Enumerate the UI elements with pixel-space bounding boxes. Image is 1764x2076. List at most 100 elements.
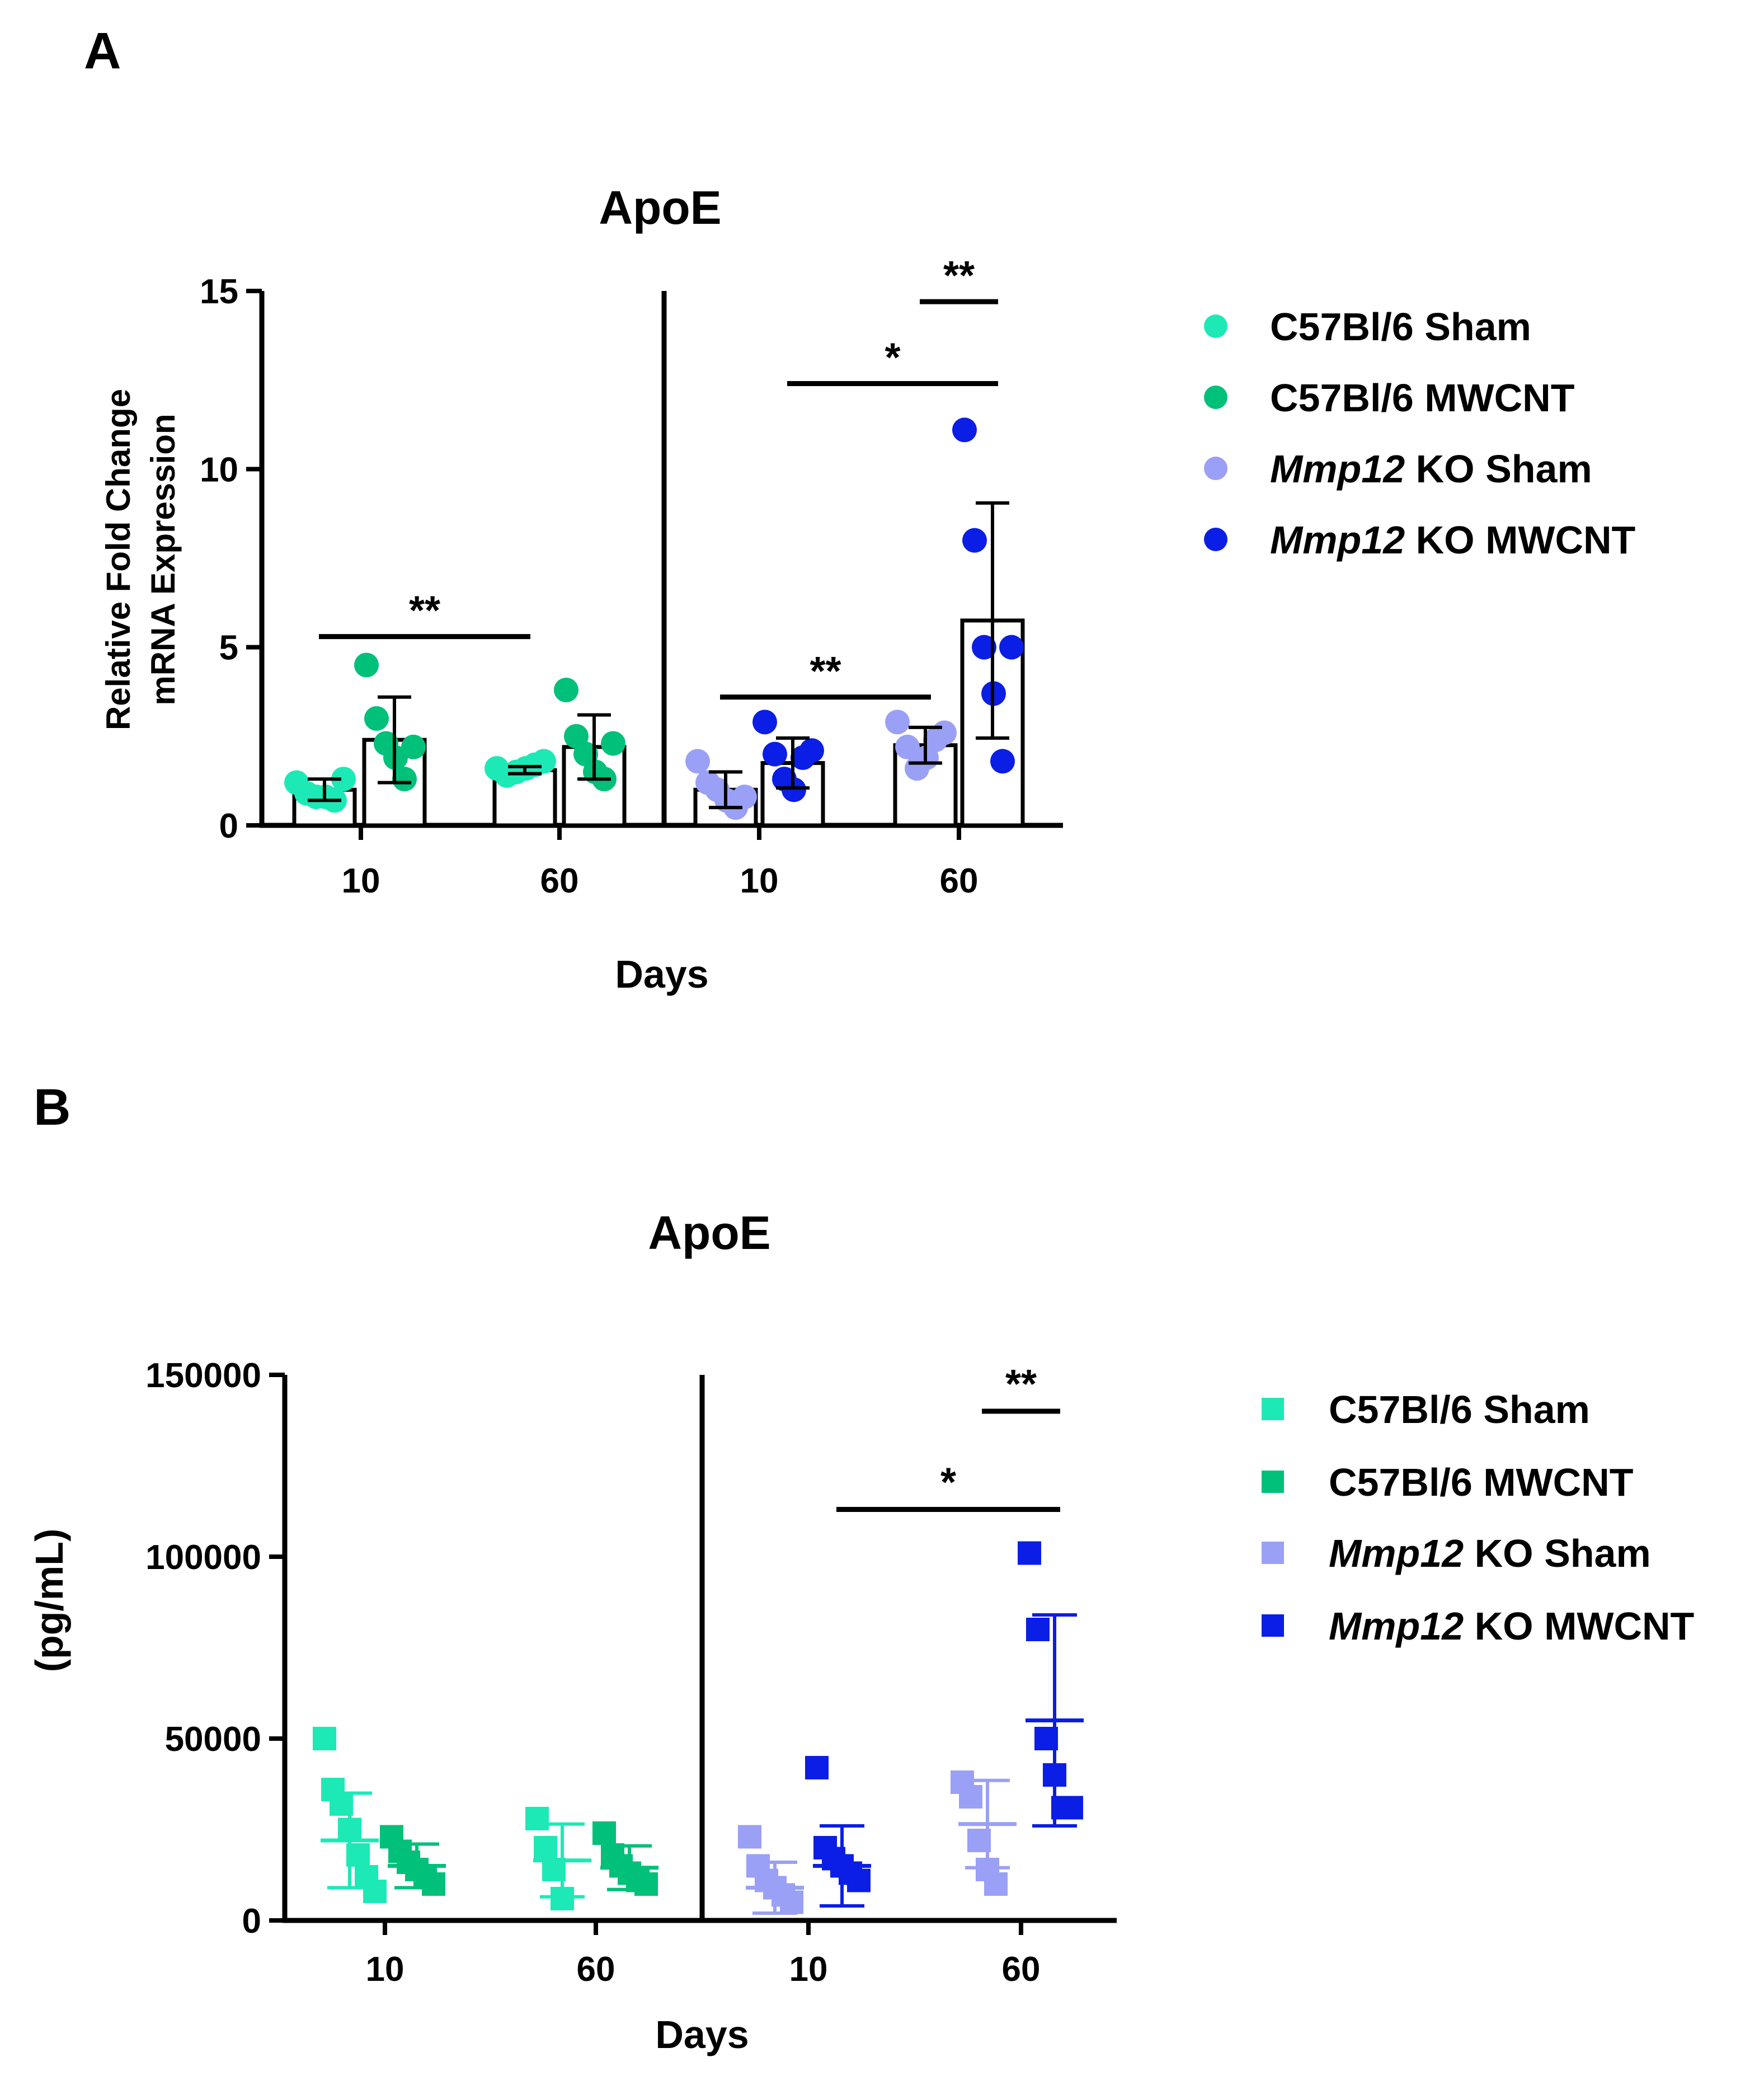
- data-point: [990, 749, 1015, 774]
- significance-label: **: [1005, 1362, 1037, 1407]
- panel-letter-b: B: [34, 1079, 70, 1136]
- x-tick-label: 10: [366, 1950, 404, 1989]
- legend-label: C57Bl/6 MWCNT: [1270, 376, 1575, 420]
- legend-label-prefix: C57Bl/6: [1270, 376, 1414, 420]
- legend-marker: [1262, 1542, 1284, 1564]
- data-point: [525, 1807, 549, 1830]
- data-point: [1026, 1618, 1050, 1641]
- chart-a-title: ApoE: [599, 181, 721, 234]
- legend-label-suffix: KO Sham: [1405, 447, 1592, 491]
- legend-label: Mmp12 KO MWCNT: [1329, 1604, 1694, 1648]
- data-point: [601, 731, 625, 756]
- data-point: [364, 706, 389, 731]
- legend-label-prefix: Mmp12: [1270, 518, 1405, 562]
- legend-label-prefix: Mmp12: [1270, 447, 1405, 491]
- data-point: [313, 1727, 336, 1750]
- legend-marker: [1262, 1614, 1284, 1637]
- legend-label-suffix: KO Sham: [1464, 1532, 1651, 1575]
- y-tick-label: 0: [242, 1902, 261, 1941]
- data-point: [331, 767, 356, 792]
- legend-marker: [1262, 1471, 1284, 1493]
- data-point: [634, 1872, 658, 1896]
- data-point: [782, 777, 806, 802]
- data-point: [972, 635, 996, 660]
- legend-marker: [1204, 314, 1227, 338]
- legend-label-prefix: Mmp12: [1329, 1532, 1464, 1575]
- data-point: [799, 738, 824, 763]
- data-point: [363, 1880, 387, 1903]
- panel-b: B ApoE (pg/mL) Days 0 50000 100000 150000 10…: [27, 1079, 1694, 2056]
- legend-label-prefix: C57Bl/6: [1329, 1460, 1473, 1504]
- data-point: [763, 741, 787, 767]
- significance-label: **: [943, 253, 975, 298]
- significance-label: *: [940, 1460, 956, 1505]
- data-point: [531, 749, 556, 774]
- legend-label-prefix: Mmp12: [1329, 1604, 1464, 1648]
- data-point: [780, 1890, 803, 1914]
- y-tick-label: 150000: [145, 1356, 261, 1395]
- legend-label: Mmp12 KO Sham: [1329, 1532, 1651, 1575]
- x-tick-label: 10: [740, 862, 779, 900]
- data-point: [752, 710, 777, 735]
- data-point: [999, 635, 1024, 660]
- legend-marker: [1204, 386, 1227, 409]
- legend-label-suffix: MWCNT: [1473, 1460, 1634, 1504]
- data-point: [401, 734, 426, 759]
- data-point: [554, 678, 578, 703]
- data-point: [885, 710, 910, 735]
- y-tick-label: 5: [219, 629, 238, 668]
- y-tick-label: 0: [219, 807, 238, 846]
- data-point: [732, 785, 757, 810]
- y-tick-label: 100000: [145, 1538, 261, 1577]
- chart-b-xlabel: Days: [655, 2013, 749, 2056]
- legend-marker: [1204, 457, 1227, 480]
- significance-label: *: [885, 336, 900, 381]
- panel-a: A ApoE Relative Fold Change mRNA Express…: [84, 22, 1635, 996]
- data-point: [984, 1872, 1008, 1896]
- x-tick-label: 10: [342, 862, 380, 900]
- legend-label: Mmp12 KO MWCNT: [1270, 518, 1635, 562]
- data-point: [962, 528, 987, 553]
- data-point: [354, 652, 379, 678]
- data-point: [738, 1825, 761, 1849]
- data-point: [592, 1821, 616, 1845]
- chart-a-ylabel-line2: mRNA Expression: [144, 414, 182, 705]
- data-point: [1060, 1796, 1083, 1820]
- significance-label: **: [810, 649, 841, 694]
- data-point: [392, 767, 417, 792]
- legend-label-prefix: C57Bl/6: [1329, 1388, 1473, 1431]
- data-point: [805, 1756, 829, 1779]
- legend-label-suffix: KO MWCNT: [1464, 1604, 1694, 1648]
- y-tick-label: 15: [200, 273, 238, 311]
- chart-b-title: ApoE: [648, 1206, 770, 1259]
- x-tick-label: 60: [577, 1950, 615, 1989]
- legend-label: C57Bl/6 Sham: [1270, 305, 1531, 349]
- significance-label: **: [409, 589, 440, 633]
- data-point: [895, 734, 920, 759]
- y-tick-label: 50000: [165, 1720, 261, 1759]
- legend-label-prefix: C57Bl/6: [1270, 305, 1414, 349]
- chart-a-ylabel-line1: Relative Fold Change: [100, 389, 137, 730]
- legend-label: C57Bl/6 Sham: [1329, 1388, 1590, 1431]
- data-point: [847, 1868, 871, 1892]
- legend-label: Mmp12 KO Sham: [1270, 447, 1592, 491]
- legend-marker: [1262, 1398, 1284, 1420]
- panel-letter-a: A: [84, 22, 121, 79]
- chart-b-ylabel: (pg/mL): [27, 1529, 71, 1673]
- legend-marker: [1204, 528, 1227, 551]
- legend-label-suffix: KO MWCNT: [1405, 518, 1635, 562]
- chart-a-xlabel: Days: [615, 952, 708, 996]
- x-tick-label: 60: [940, 862, 979, 900]
- data-point: [1018, 1541, 1041, 1565]
- data-point: [422, 1872, 445, 1896]
- legend-label-suffix: Sham: [1473, 1388, 1590, 1431]
- legend-label-suffix: MWCNT: [1414, 376, 1575, 420]
- x-tick-label: 60: [1002, 1950, 1041, 1989]
- x-tick-label: 60: [540, 862, 579, 900]
